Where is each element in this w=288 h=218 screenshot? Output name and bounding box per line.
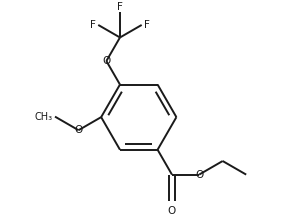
Text: F: F bbox=[117, 2, 123, 12]
Text: O: O bbox=[195, 170, 203, 180]
Text: O: O bbox=[74, 125, 83, 135]
Text: F: F bbox=[144, 20, 150, 30]
Text: F: F bbox=[90, 20, 96, 30]
Text: O: O bbox=[168, 206, 176, 216]
Text: CH₃: CH₃ bbox=[34, 112, 52, 122]
Text: O: O bbox=[102, 56, 111, 66]
